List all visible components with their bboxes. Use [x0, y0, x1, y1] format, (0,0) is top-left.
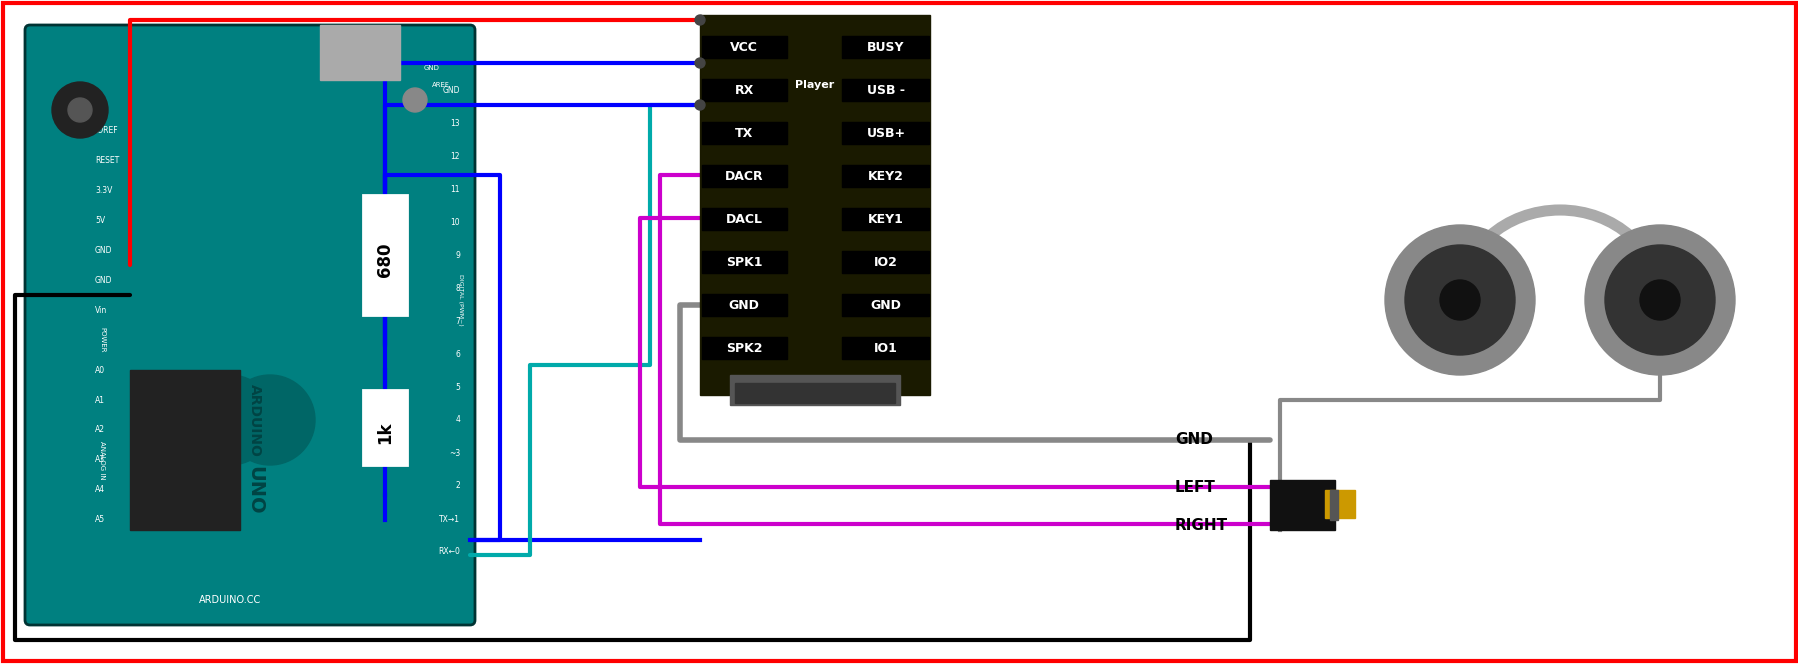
- Bar: [701, 79, 786, 101]
- Text: 7: 7: [455, 317, 460, 325]
- Text: DACL: DACL: [725, 212, 762, 226]
- Text: 11: 11: [450, 185, 460, 193]
- Text: KEY2: KEY2: [868, 169, 903, 183]
- Bar: [1269, 480, 1334, 530]
- Circle shape: [1404, 245, 1514, 355]
- Circle shape: [403, 88, 426, 112]
- Circle shape: [694, 15, 705, 25]
- Text: 1k: 1k: [376, 421, 394, 444]
- Bar: [129, 370, 239, 530]
- Text: SPK2: SPK2: [725, 341, 762, 355]
- Text: A1: A1: [95, 396, 104, 404]
- Circle shape: [68, 98, 92, 122]
- Text: GND: GND: [424, 65, 441, 71]
- Text: 2: 2: [455, 481, 460, 491]
- Circle shape: [1438, 280, 1480, 320]
- Text: GND: GND: [95, 276, 113, 284]
- Text: SPK1: SPK1: [725, 256, 762, 268]
- Text: ARDUINO.CC: ARDUINO.CC: [200, 595, 261, 605]
- Text: ~3: ~3: [448, 448, 460, 457]
- Text: GND: GND: [728, 299, 759, 311]
- Bar: [701, 165, 786, 187]
- Text: A0: A0: [95, 365, 104, 374]
- Circle shape: [185, 375, 275, 465]
- Text: POWER: POWER: [99, 327, 104, 353]
- Text: RIGHT: RIGHT: [1174, 517, 1228, 533]
- Bar: [699, 15, 930, 395]
- Bar: [701, 294, 786, 316]
- Circle shape: [694, 100, 705, 110]
- Text: RESET: RESET: [95, 155, 119, 165]
- Text: A4: A4: [95, 485, 104, 495]
- Text: GND: GND: [95, 246, 113, 254]
- Text: IO1: IO1: [874, 341, 897, 355]
- Bar: [701, 251, 786, 273]
- FancyBboxPatch shape: [25, 25, 475, 625]
- Bar: [841, 208, 928, 230]
- Bar: [841, 251, 928, 273]
- Bar: [1325, 490, 1354, 518]
- Text: RX←0: RX←0: [439, 548, 460, 556]
- Text: 9: 9: [455, 250, 460, 260]
- Bar: [841, 36, 928, 58]
- Text: 3.3V: 3.3V: [95, 185, 111, 195]
- Text: A2: A2: [95, 426, 104, 434]
- Text: TX→1: TX→1: [439, 515, 460, 523]
- Text: ARDUINO: ARDUINO: [248, 384, 263, 456]
- Text: Player: Player: [795, 80, 834, 90]
- Text: USB -: USB -: [867, 84, 904, 96]
- Bar: [363, 390, 406, 465]
- Bar: [701, 36, 786, 58]
- Text: ANALOG IN: ANALOG IN: [99, 441, 104, 479]
- Bar: [701, 208, 786, 230]
- Bar: [841, 165, 928, 187]
- Text: 13: 13: [450, 118, 460, 127]
- Text: 12: 12: [450, 151, 460, 161]
- Text: UNO: UNO: [245, 465, 264, 515]
- Text: 680: 680: [376, 243, 394, 278]
- Bar: [701, 122, 786, 144]
- Text: IOREF: IOREF: [95, 125, 117, 135]
- Text: LEFT: LEFT: [1174, 479, 1215, 495]
- Bar: [730, 375, 899, 405]
- Text: TX: TX: [734, 127, 753, 139]
- Text: GND: GND: [1174, 432, 1212, 448]
- Text: VCC: VCC: [730, 41, 757, 54]
- Bar: [320, 25, 399, 80]
- Text: USB+: USB+: [867, 127, 904, 139]
- Text: 8: 8: [455, 284, 460, 293]
- Circle shape: [52, 82, 108, 138]
- Bar: [841, 79, 928, 101]
- Bar: [841, 122, 928, 144]
- Text: IO2: IO2: [874, 256, 897, 268]
- Bar: [841, 294, 928, 316]
- Bar: [841, 337, 928, 359]
- Text: 5V: 5V: [95, 216, 104, 224]
- Text: Vin: Vin: [95, 305, 108, 315]
- Text: 6: 6: [455, 349, 460, 359]
- Circle shape: [1640, 280, 1679, 320]
- Text: A5: A5: [95, 515, 104, 525]
- Bar: [1329, 490, 1338, 520]
- Text: 4: 4: [455, 416, 460, 424]
- Bar: [735, 383, 894, 403]
- Circle shape: [225, 375, 315, 465]
- Bar: [701, 337, 786, 359]
- Circle shape: [1604, 245, 1713, 355]
- Text: DACR: DACR: [725, 169, 762, 183]
- Text: GND: GND: [442, 86, 460, 94]
- Text: DIGITAL (PWM~): DIGITAL (PWM~): [457, 274, 462, 326]
- Text: 5: 5: [455, 382, 460, 392]
- Text: AREF: AREF: [432, 82, 450, 88]
- Text: 10: 10: [450, 218, 460, 226]
- Text: GND: GND: [870, 299, 901, 311]
- Text: KEY1: KEY1: [868, 212, 903, 226]
- Circle shape: [1584, 225, 1733, 375]
- Text: A3: A3: [95, 456, 104, 465]
- Circle shape: [1384, 225, 1534, 375]
- Circle shape: [694, 58, 705, 68]
- Text: BUSY: BUSY: [867, 41, 904, 54]
- Bar: [363, 195, 406, 315]
- Text: RX: RX: [734, 84, 753, 96]
